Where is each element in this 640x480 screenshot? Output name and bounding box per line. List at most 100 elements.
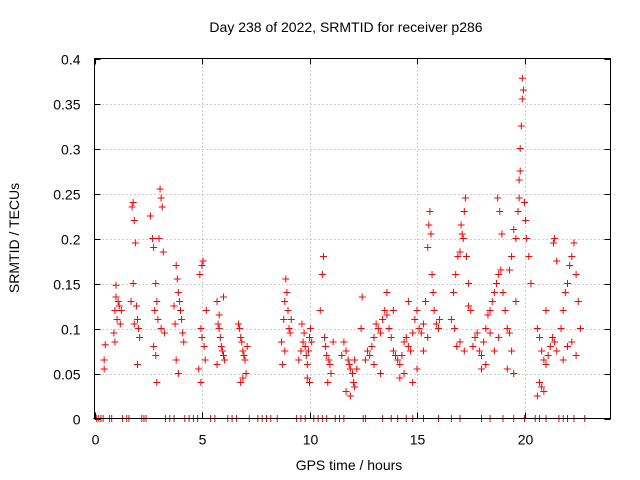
data-point [400,370,408,377]
data-point [564,280,571,287]
data-point [281,347,289,355]
data-point [146,212,154,220]
x-axis-title: GPS time / hours [296,457,403,473]
data-point [178,316,186,323]
data-point [150,343,158,350]
data-point [113,316,121,323]
data-point [519,86,527,94]
data-point [221,356,229,364]
data-point [237,334,245,341]
data-point [566,262,574,269]
data-point [346,392,354,400]
data-point [299,338,307,346]
data-point [202,307,210,314]
data-point [379,316,387,323]
data-point [136,334,144,341]
data-point [465,280,473,287]
data-point [396,374,404,382]
data-point [488,298,496,305]
data-point [568,253,576,260]
data-point [392,352,399,359]
data-point [238,338,246,346]
data-point [152,352,160,359]
data-point [376,329,384,337]
data-point [159,248,167,256]
data-point [576,325,584,332]
data-point [358,293,366,301]
data-point [550,239,558,247]
data-point [370,361,378,368]
data-point [512,298,520,305]
data-point [350,379,358,386]
data-point [417,329,425,337]
data-point [135,325,143,332]
data-point [505,329,513,337]
data-point [409,329,417,337]
data-point [342,388,350,395]
data-point [110,329,118,337]
data-point [508,253,516,260]
data-point [471,334,479,341]
data-point [111,307,119,314]
data-point [368,343,376,350]
data-point [172,356,180,364]
data-point [241,356,249,364]
data-point [572,271,580,278]
data-point [413,365,421,373]
data-point [134,361,141,368]
data-point [568,338,576,346]
data-point [404,343,412,350]
data-point [508,347,516,355]
data-point [419,320,427,328]
data-point [117,307,125,314]
data-point [411,316,419,323]
data-point [460,347,468,355]
data-point [322,343,330,350]
data-point [197,325,205,332]
data-point [308,338,316,346]
data-point [518,74,526,82]
data-point [389,347,397,355]
data-point [462,253,470,260]
data-point [394,356,402,364]
data-point [454,253,462,260]
data-point [398,352,406,359]
data-point [510,226,518,233]
data-point [300,329,308,337]
data-point [512,235,520,242]
data-point [157,194,165,202]
data-point [456,338,464,346]
y-tick-label: 0.25 [53,187,80,203]
data-point [574,298,582,305]
data-point [372,320,380,328]
data-point [396,361,404,368]
data-point [301,343,309,350]
data-point [285,325,293,332]
data-point [497,266,505,274]
data-points [93,74,589,422]
data-point [429,289,437,296]
data-point [213,361,221,368]
data-point [447,316,455,323]
data-point [482,325,490,332]
data-point [324,379,332,386]
data-point [516,167,524,175]
data-point [564,343,571,350]
data-point [199,257,207,265]
y-axis-title: SRMTID / TECUs [6,183,22,293]
data-point [279,361,287,368]
data-point [235,320,243,328]
data-point [342,347,350,355]
data-point [503,365,511,373]
data-point [130,320,138,328]
y-tick-label: 0.1 [61,322,81,338]
data-point [478,352,485,359]
data-point [404,298,412,305]
data-point [389,307,397,314]
data-point [536,379,544,386]
y-tick-label: 0.4 [61,52,81,68]
data-point [570,239,578,247]
tick-labels: 0 0.05 0.1 0.15 0.2 0.25 0.3 0.35 0.4 0 5 10 15 20 [53,52,533,448]
data-point [538,383,546,391]
plot-frame [94,58,611,419]
